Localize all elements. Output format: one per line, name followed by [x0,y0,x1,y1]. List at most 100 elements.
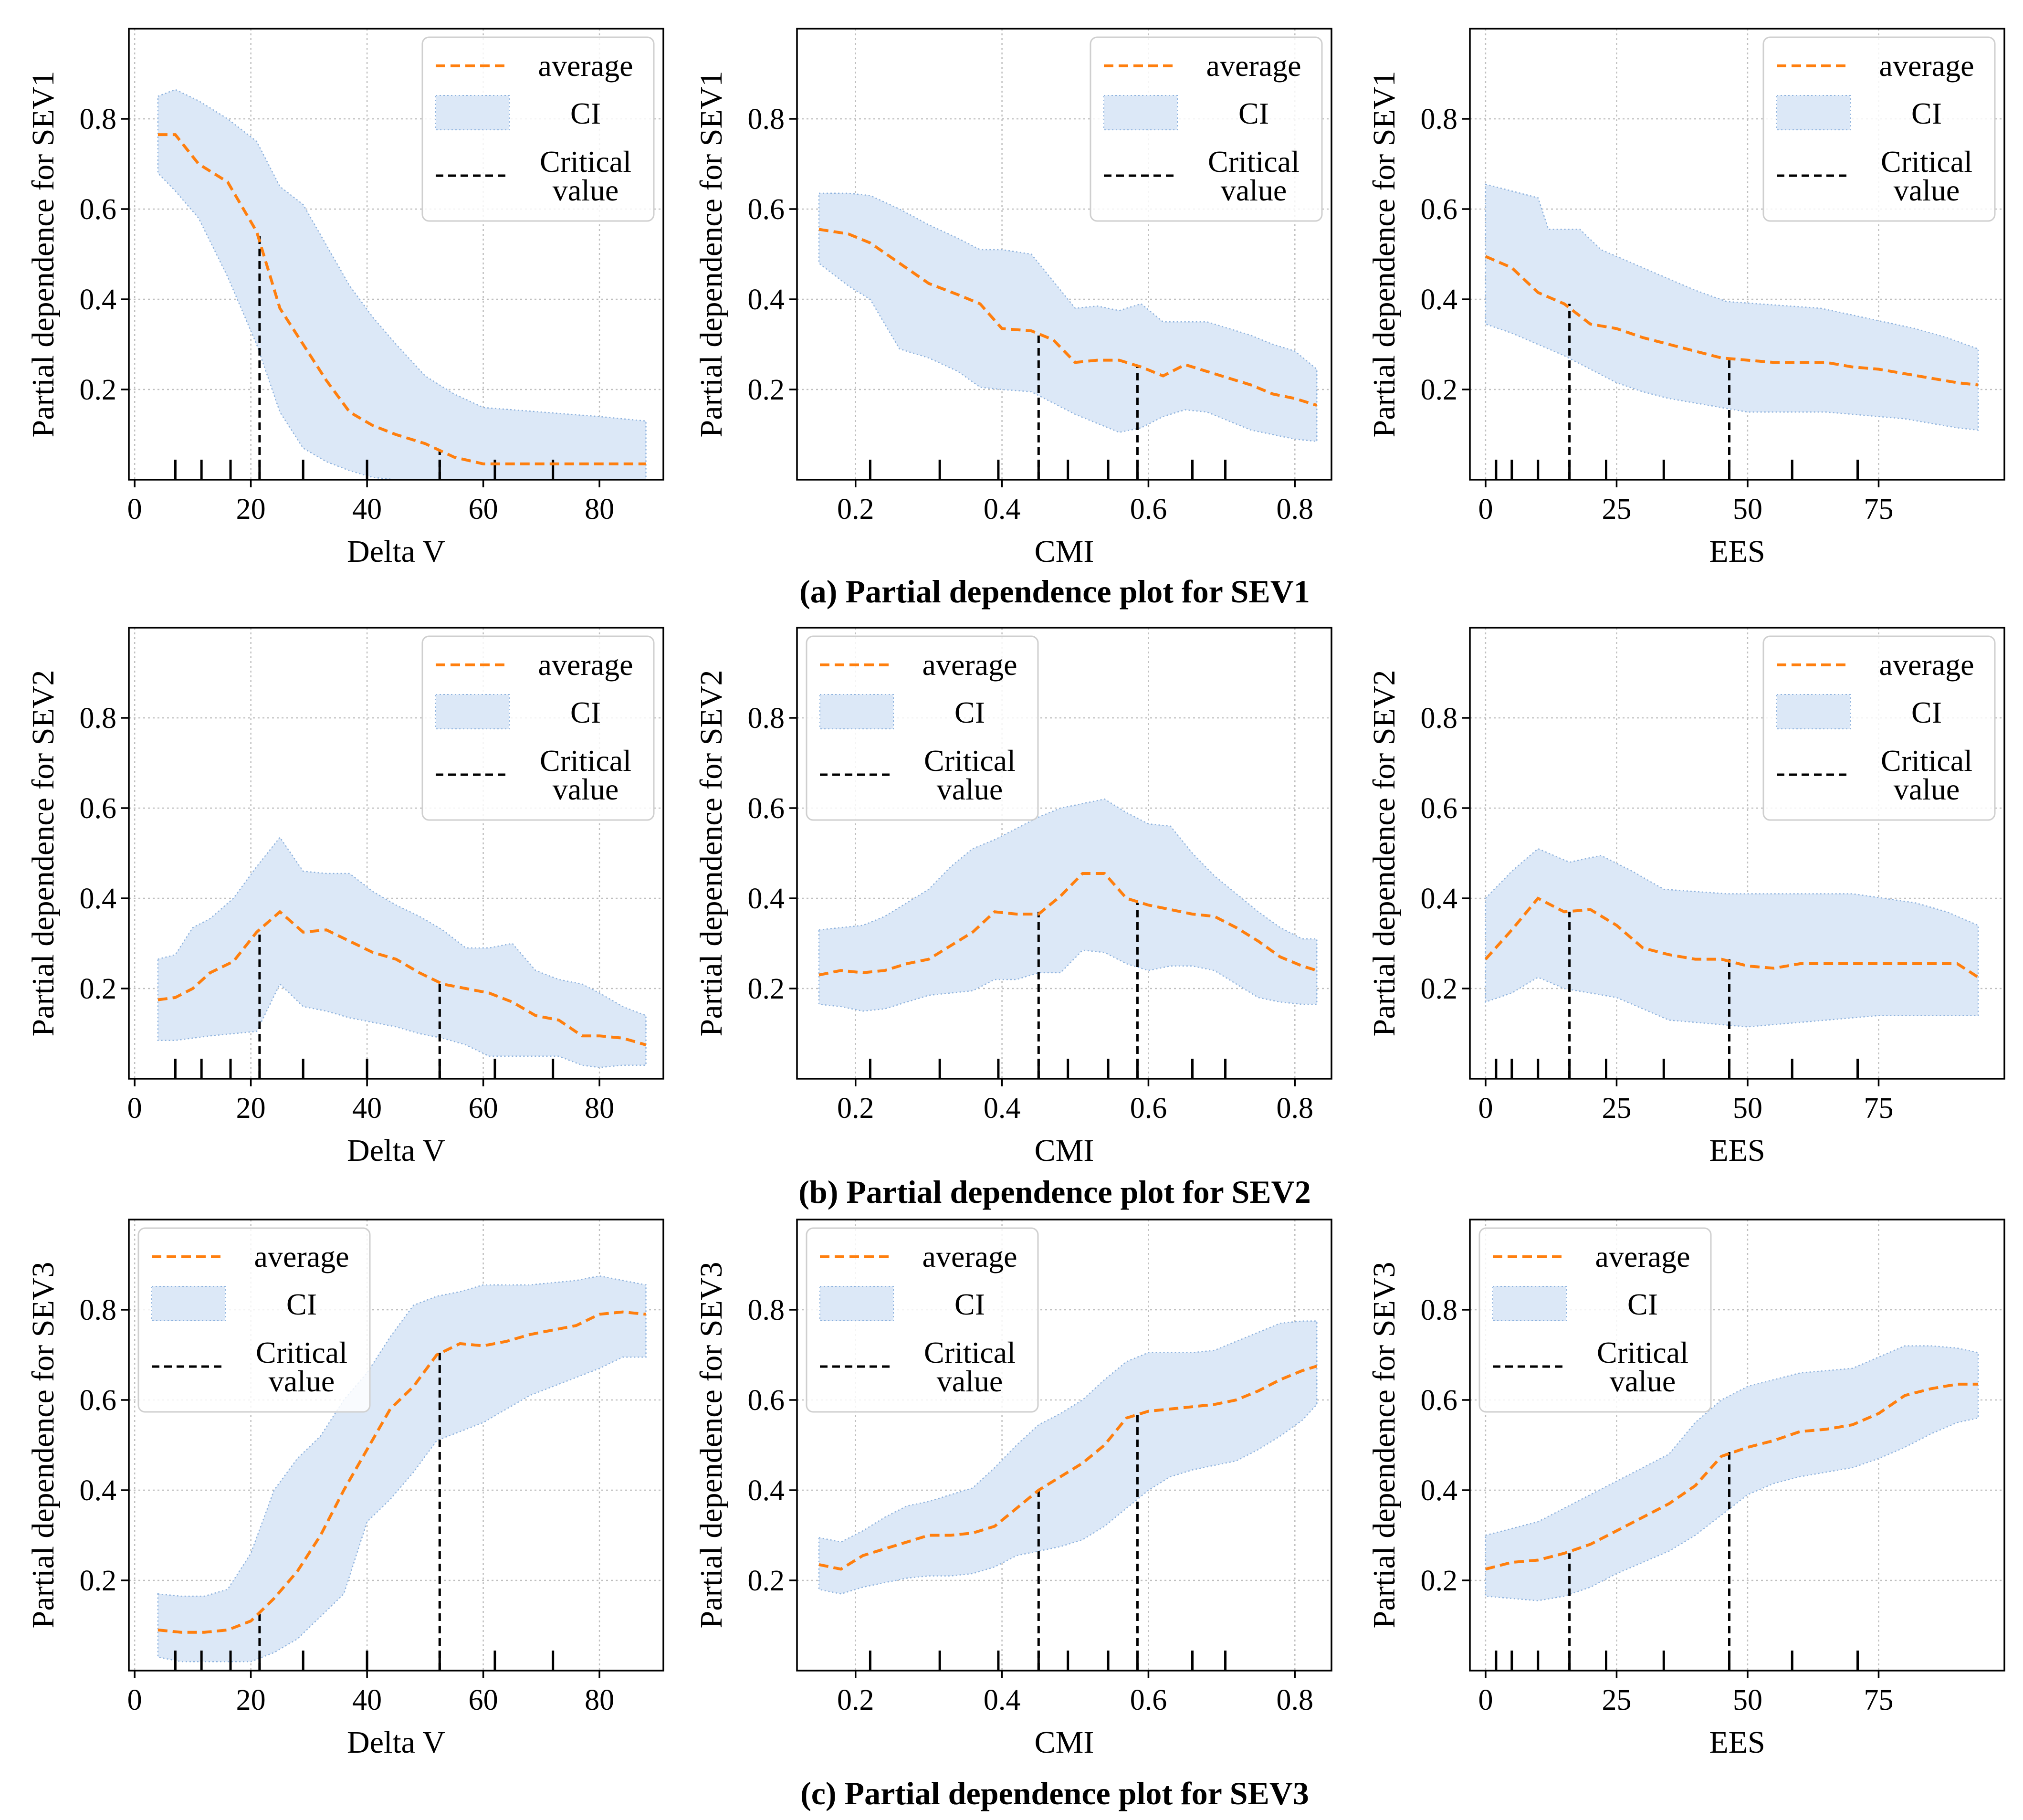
x-tick-label: 0.4 [984,1092,1021,1125]
x-tick-label: 0.2 [837,1684,874,1716]
legend-critical-label-line2: value [1221,173,1287,207]
y-tick-label: 0.8 [1421,702,1458,735]
x-tick-label: 50 [1733,1684,1762,1716]
y-tick-label: 0.8 [748,1294,785,1326]
y-tick-label: 0.4 [748,883,785,915]
y-tick-label: 0.8 [80,103,117,136]
axes-frame [1469,1219,2005,1672]
legend-ci-label: CI [1911,96,1942,130]
chart-panel-3: 0 25 50 75 0.2 0.4 0.6 0.8 EES Partial dependence… [1367,28,2005,569]
y-tick-label: 0.6 [1421,1384,1458,1417]
y-tick-label: 0.2 [80,374,117,406]
x-tick-label: 0 [1478,493,1493,526]
legend-critical-label-line1: Critical [1208,145,1300,179]
chart-panel-5: 0.2 0.4 0.6 0.8 0.2 0.4 0.6 0.8 CMI Partial depen… [694,627,1332,1168]
legend-ci-label: CI [954,1287,985,1321]
x-axis-label: EES [1709,534,1765,569]
ci-band [157,836,647,1068]
row-caption-c: (c) Partial dependence plot for SEV3 [800,1775,1309,1811]
y-tick-label: 0.2 [80,973,117,1005]
legend-ci-swatch [1492,1286,1567,1321]
chart-panel-2: 0.2 0.4 0.6 0.8 0.2 0.4 0.6 0.8 CMI Partial depen… [694,28,1332,569]
legend-average-label: average [1879,648,1974,682]
x-tick-label: 20 [236,1684,266,1716]
chart-panel-6: 0 25 50 75 0.2 0.4 0.6 0.8 EES Partial dependence… [1367,627,2005,1168]
ci-band [818,798,1318,1012]
ci-band [1485,848,1979,1028]
x-tick-label: 80 [585,493,614,526]
y-tick-label: 0.8 [1421,103,1458,136]
legend-ci-label: CI [1627,1287,1658,1321]
legend-critical-label-line1: Critical [924,1336,1016,1369]
legend-ci-swatch [435,95,510,130]
y-tick-label: 0.6 [748,193,785,226]
y-tick-label: 0.4 [1421,284,1458,316]
x-tick-label: 40 [352,1684,382,1716]
axes-frame [796,1219,1332,1672]
average-line [818,1365,1318,1571]
legend-average-label: average [922,1240,1017,1273]
y-tick-label: 0.4 [1421,883,1458,915]
y-tick-label: 0.6 [748,792,785,825]
x-tick-label: 0.8 [1277,1684,1314,1716]
legend-ci-swatch [819,694,894,729]
legend-critical-label-line1: Critical [1881,744,1972,778]
legend-critical-label-line2: value [937,1364,1003,1398]
legend-critical-label-line1: Critical [256,1336,347,1369]
y-tick-label: 0.2 [80,1565,117,1597]
ci-band [157,1275,647,1662]
x-tick-label: 50 [1733,493,1762,526]
legend-ci-swatch [1776,95,1851,130]
y-tick-label: 0.2 [1421,1565,1458,1597]
x-axis-label: EES [1709,1133,1765,1168]
legend-ci-label: CI [286,1287,317,1321]
y-tick-label: 0.2 [748,374,785,406]
x-tick-label: 0.4 [984,493,1021,526]
ci-band [818,192,1318,442]
y-tick-label: 0.4 [748,1474,785,1507]
x-tick-label: 0 [127,1684,142,1716]
x-axis-label: Delta V [347,1133,445,1168]
x-tick-label: 0.2 [837,1092,874,1125]
chart-panel-1: 0 20 40 60 80 0.2 0.4 0.6 0.8 Delta V Partial depe… [26,28,664,569]
y-tick-label: 0.4 [748,284,785,316]
x-tick-label: 80 [585,1092,614,1125]
legend-average-label: average [538,49,633,83]
legend-critical-label-line1: Critical [1597,1336,1688,1369]
x-tick-label: 50 [1733,1092,1762,1125]
x-tick-label: 75 [1864,1684,1893,1716]
y-tick-label: 0.2 [748,973,785,1005]
legend-average-label: average [254,1240,349,1273]
legend-critical-label-line2: value [553,173,619,207]
y-axis-label: Partial dependence for SEV1 [26,71,61,438]
legend-ci-label: CI [570,695,601,729]
y-tick-label: 0.6 [748,1384,785,1417]
legend-critical-label-line2: value [553,772,619,806]
chart-panel-8: 0.2 0.4 0.6 0.8 0.2 0.4 0.6 0.8 CMI Partial depen… [694,1219,1332,1760]
axes-frame [796,28,1332,481]
legend-critical-label-line2: value [1894,772,1960,806]
x-tick-label: 75 [1864,493,1893,526]
y-tick-label: 0.8 [80,702,117,735]
row-caption-a: (a) Partial dependence plot for SEV1 [799,573,1310,610]
ci-band [818,1320,1318,1595]
axes-frame [1469,627,2005,1080]
x-axis-label: CMI [1035,534,1094,569]
x-tick-label: 75 [1864,1092,1893,1125]
x-tick-label: 0.6 [1130,1684,1167,1716]
y-tick-label: 0.8 [80,1294,117,1326]
x-axis-label: Delta V [347,1725,445,1760]
average-line [1485,255,1979,387]
legend-ci-label: CI [1238,96,1269,130]
x-tick-label: 0.8 [1277,1092,1314,1125]
y-axis-label: Partial dependence for SEV2 [694,670,729,1037]
x-axis-label: CMI [1035,1133,1094,1168]
axes-frame [796,627,1332,1080]
y-axis-label: Partial dependence for SEV1 [1367,71,1402,438]
x-tick-label: 25 [1602,493,1631,526]
legend-ci-label: CI [954,695,985,729]
